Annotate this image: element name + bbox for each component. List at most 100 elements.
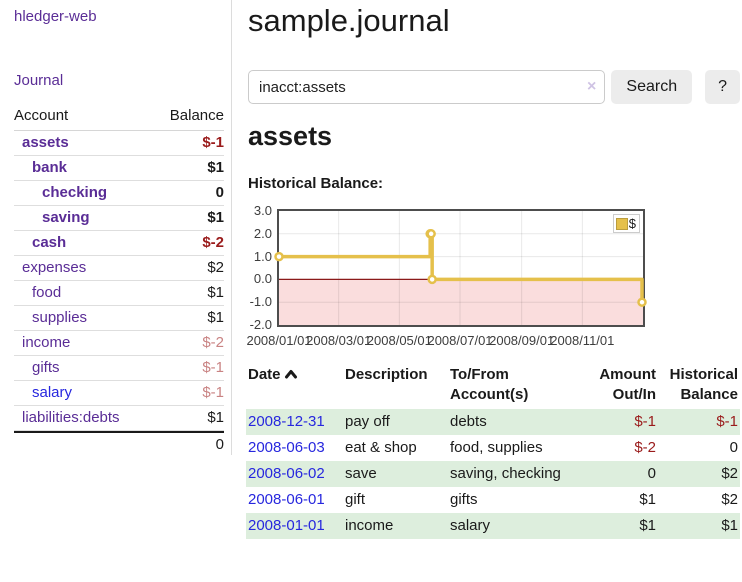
historical-balance-chart: $ 3.0 2.0 1.0 0.0 -1.0 -2.0 2008/01/01 2008/03/…: [246, 204, 740, 351]
y-axis-tick: 1.0: [253, 248, 272, 264]
account-row: saving $1: [14, 206, 224, 231]
transaction-date-link[interactable]: 2008-06-03: [248, 439, 325, 456]
account-link[interactable]: assets: [22, 134, 69, 151]
register-row: 2008-06-01 gift gifts $1 $2: [246, 487, 740, 513]
transaction-amount: $1: [639, 491, 656, 508]
account-balance: $2: [152, 256, 224, 281]
account-link[interactable]: checking: [42, 184, 108, 201]
transaction-balance: 0: [729, 439, 738, 456]
account-row: bank $1: [14, 156, 224, 181]
transaction-date-link[interactable]: 2008-12-31: [248, 413, 325, 430]
transaction-balance: $1: [721, 517, 738, 534]
account-link[interactable]: food: [32, 284, 62, 301]
transaction-description: eat & shop: [345, 439, 417, 456]
transaction-date-link[interactable]: 2008-01-01: [248, 517, 325, 534]
legend-swatch-icon: [615, 217, 628, 230]
account-link[interactable]: bank: [32, 159, 68, 176]
account-balance: $1: [152, 281, 224, 306]
register-header-description: Description: [345, 366, 428, 383]
account-link[interactable]: liabilities:debts: [22, 409, 120, 426]
y-axis-tick: -1.0: [249, 294, 272, 310]
register-header-balance: Historical Balance: [669, 366, 738, 403]
accounts-header-account: Account: [14, 105, 153, 131]
account-link[interactable]: salary: [32, 384, 73, 401]
account-balance: $-1: [152, 381, 224, 406]
sidebar: hledger-web Journal Account Balance asse…: [0, 0, 232, 582]
account-balance: $-1: [152, 356, 224, 381]
sort-ascending-icon: [284, 370, 297, 379]
account-balance: 0: [152, 181, 224, 206]
register-row: 2008-01-01 income salary $1 $1: [246, 513, 740, 539]
transaction-amount: 0: [647, 465, 656, 482]
sidebar-item-journal[interactable]: Journal: [14, 72, 64, 89]
account-row: food $1: [14, 281, 224, 306]
register-row: 2008-12-31 pay off debts $-1 $-1: [246, 409, 740, 435]
accounts-header-balance: Balance: [152, 105, 224, 131]
y-axis-tick: 3.0: [253, 203, 272, 218]
account-link[interactable]: cash: [32, 234, 67, 251]
transaction-accounts: salary: [450, 517, 491, 534]
chart-plot-area: $: [274, 209, 647, 327]
account-row: gifts $-1: [14, 356, 224, 381]
account-row: supplies $1: [14, 306, 224, 331]
transaction-amount: $-2: [634, 439, 656, 456]
account-balance: $1: [152, 406, 224, 431]
legend-label: $: [628, 216, 636, 231]
transaction-description: gift: [345, 491, 366, 508]
x-axis-tick: 2008/11/01: [550, 333, 615, 348]
chart-point: [274, 251, 284, 262]
transaction-description: pay off: [345, 413, 390, 430]
chart-canvas: [274, 211, 647, 325]
register-header-amount: Amount Out/In: [599, 366, 656, 403]
account-link[interactable]: income: [22, 334, 71, 351]
app-title-link[interactable]: hledger-web: [14, 8, 97, 25]
register-header-date[interactable]: Date: [246, 363, 343, 409]
search-field-wrap: ×: [248, 70, 606, 104]
transaction-balance: $2: [721, 465, 738, 482]
transaction-balance: $2: [721, 491, 738, 508]
transaction-amount: $1: [639, 517, 656, 534]
chart-point: [637, 297, 647, 307]
register-header-row: Date Description To/From Account(s) Amou…: [246, 363, 740, 409]
account-row: salary $-1: [14, 381, 224, 406]
transaction-description: save: [345, 465, 377, 482]
x-axis-tick: 2008/09/01: [489, 333, 555, 348]
chart-point: [426, 229, 436, 239]
y-axis-tick: -2.0: [249, 317, 272, 332]
clear-search-icon[interactable]: ×: [587, 78, 597, 95]
accounts-table-header-row: Account Balance: [14, 105, 224, 131]
search-input[interactable]: [248, 70, 606, 104]
x-axis-tick: 2008/05/01: [366, 333, 432, 348]
account-row: expenses $2: [14, 256, 224, 281]
x-axis-tick: 2008/07/01: [427, 333, 493, 348]
y-axis-tick: 0.0: [253, 271, 272, 287]
search-button[interactable]: Search: [611, 70, 693, 104]
account-link[interactable]: saving: [42, 209, 90, 226]
account-row: assets $-1: [14, 131, 224, 156]
transaction-accounts: gifts: [450, 491, 478, 508]
register-header-accounts: To/From Account(s): [450, 366, 529, 403]
account-link[interactable]: gifts: [32, 359, 60, 376]
help-button[interactable]: ?: [705, 70, 740, 104]
account-balance: $-2: [152, 231, 224, 256]
account-row: checking 0: [14, 181, 224, 206]
account-row: cash $-2: [14, 231, 224, 256]
account-balance: $-1: [152, 131, 224, 156]
page-title: sample.journal: [248, 3, 450, 38]
transaction-date-link[interactable]: 2008-06-01: [248, 491, 325, 508]
account-balance: $1: [152, 206, 224, 231]
account-link[interactable]: expenses: [22, 259, 87, 276]
account-link[interactable]: supplies: [32, 309, 88, 326]
account-balance: $1: [152, 306, 224, 331]
account-balance: $1: [152, 156, 224, 181]
account-heading: assets: [248, 121, 333, 151]
negative-region: [279, 279, 643, 325]
x-axis-tick: 2008/01/01: [246, 333, 312, 348]
y-axis-tick: 2.0: [253, 225, 272, 241]
accounts-total-row: 0: [14, 431, 224, 457]
transaction-date-link[interactable]: 2008-06-02: [248, 465, 325, 482]
accounts-table: Account Balance assets $-1 bank $1 checking 0…: [14, 105, 224, 457]
x-axis-tick: 2008/03/01: [306, 333, 372, 348]
main-content: sample.journal × Search ? assets Histori…: [246, 2, 740, 539]
account-balance: $-2: [152, 331, 224, 356]
